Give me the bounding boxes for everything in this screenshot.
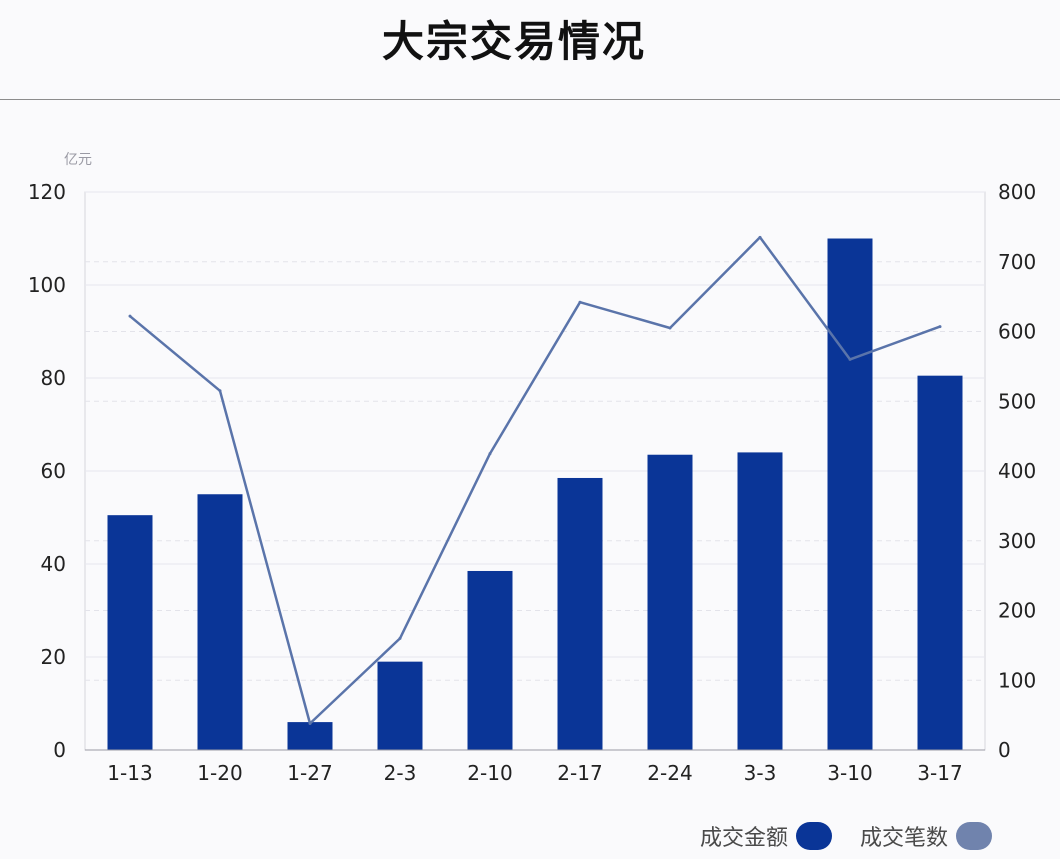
line-count [128, 235, 942, 725]
left-tick-label: 100 [28, 273, 66, 297]
left-axis-unit: 亿元 [64, 152, 92, 168]
line-point-2-17 [578, 300, 582, 304]
axes: 0 100 200 300 400 500 600 700 800 0 20 40 60 80 100 120… [28, 180, 1036, 785]
bar-2-10 [467, 570, 513, 750]
left-tick-label: 80 [41, 366, 66, 390]
x-tick-label: 2-17 [557, 761, 602, 785]
line-point-3-10 [848, 357, 852, 361]
left-tick-label: 60 [41, 459, 66, 483]
x-tick-label: 1-13 [107, 761, 152, 785]
right-tick-label: 400 [998, 459, 1036, 483]
bar-2-3 [377, 661, 423, 750]
bar-1-13 [107, 515, 153, 750]
legend-swatch-amount [796, 822, 833, 850]
bar-3-10 [827, 238, 873, 750]
right-tick-label: 0 [998, 738, 1011, 762]
line-point-2-24 [668, 326, 672, 330]
line-point-3-17 [938, 325, 942, 329]
title-divider [0, 99, 1060, 100]
line-point-2-10 [488, 452, 492, 456]
left-tick-label: 120 [28, 180, 66, 204]
chart-title: 大宗交易情况 [381, 17, 646, 66]
x-tick-label: 1-27 [287, 761, 332, 785]
right-tick-label: 700 [998, 250, 1036, 274]
right-tick-label: 200 [998, 599, 1036, 623]
line-point-1-27 [308, 721, 312, 725]
x-tick-label: 3-17 [917, 761, 962, 785]
left-tick-label: 0 [53, 738, 66, 762]
right-tick-label: 300 [998, 529, 1036, 553]
line-point-3-3 [758, 235, 762, 239]
x-tick-label: 1-20 [197, 761, 242, 785]
right-tick-label: 100 [998, 668, 1036, 692]
bar-2-24 [647, 454, 693, 750]
line-point-1-20 [218, 389, 222, 393]
left-tick-label: 40 [41, 552, 66, 576]
bar-1-20 [197, 494, 243, 750]
x-tick-label: 3-10 [827, 761, 872, 785]
right-tick-label: 500 [998, 389, 1036, 413]
legend-label-amount: 成交金额 [700, 826, 789, 851]
legend-swatch-count [956, 822, 993, 850]
bar-1-27 [287, 722, 333, 750]
x-tick-label: 2-24 [647, 761, 692, 785]
right-tick-label: 600 [998, 320, 1036, 344]
line-point-1-13 [128, 314, 132, 318]
legend-item-amount[interactable]: 成交金额 [700, 820, 833, 852]
x-tick-label: 2-3 [384, 761, 417, 785]
x-tick-label: 2-10 [467, 761, 512, 785]
bar-3-3 [737, 452, 783, 750]
bar-3-17 [917, 375, 963, 750]
left-tick-label: 20 [41, 645, 66, 669]
line-point-2-3 [398, 636, 402, 640]
legend-item-count[interactable]: 成交笔数 [860, 820, 993, 852]
right-tick-label: 800 [998, 180, 1036, 204]
x-tick-label: 3-3 [744, 761, 777, 785]
bars-amount [107, 238, 963, 750]
bar-2-17 [557, 477, 603, 750]
legend-label-count: 成交笔数 [860, 826, 949, 851]
line-series-count [129, 236, 941, 725]
